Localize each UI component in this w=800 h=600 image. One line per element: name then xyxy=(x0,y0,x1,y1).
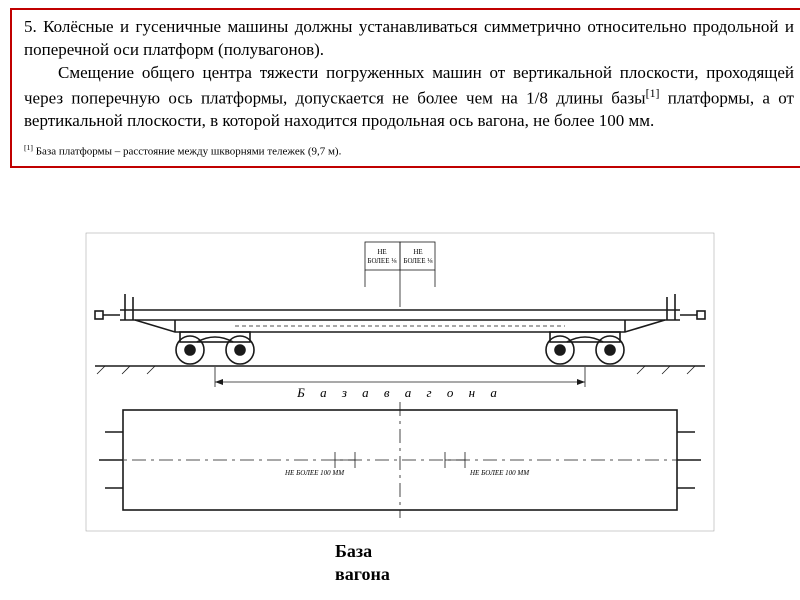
regulation-text-box: 5. Колёсные и гусеничные машины должны у… xyxy=(10,8,800,168)
paragraph-2: Смещение общего центра тяжести погруженн… xyxy=(24,62,794,133)
dim-100-right: НЕ БОЛЕЕ 100 ММ xyxy=(469,469,530,477)
footnote: [1] База платформы – расстояние между шк… xyxy=(24,143,794,158)
paragraph-1: 5. Колёсные и гусеничные машины должны у… xyxy=(24,16,794,62)
railcar-diagram: НЕ БОЛЕЕ ⅛ НЕ БОЛЕЕ ⅛ xyxy=(85,232,715,532)
figure-caption: Базавагона xyxy=(335,540,390,585)
dim-100-left: НЕ БОЛЕЕ 100 ММ xyxy=(284,469,345,477)
p2-footnote-ref: [1] xyxy=(646,86,660,100)
dim-top-left-1: НЕ xyxy=(377,248,386,256)
footnote-marker: [1] xyxy=(24,143,33,152)
dim-top-right-2: БОЛЕЕ ⅛ xyxy=(404,257,434,265)
dim-top-right-1: НЕ xyxy=(413,248,422,256)
base-label: Б а з а в а г о н а xyxy=(296,385,503,400)
footnote-text: База платформы – расстояние между шкворн… xyxy=(33,146,341,158)
dim-top-left-2: БОЛЕЕ ⅛ xyxy=(368,257,398,265)
